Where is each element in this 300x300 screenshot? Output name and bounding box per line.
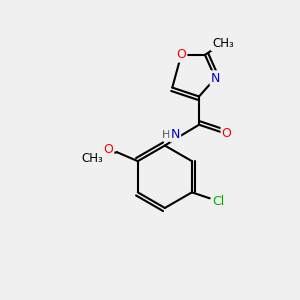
Text: O: O: [176, 48, 186, 62]
Text: CH₃: CH₃: [212, 37, 234, 50]
Text: N: N: [171, 128, 180, 141]
Text: H: H: [162, 130, 170, 140]
Text: O: O: [222, 127, 232, 140]
Text: O: O: [103, 143, 113, 156]
Text: Cl: Cl: [212, 195, 225, 208]
Text: CH₃: CH₃: [82, 152, 103, 165]
Text: N: N: [211, 72, 220, 85]
